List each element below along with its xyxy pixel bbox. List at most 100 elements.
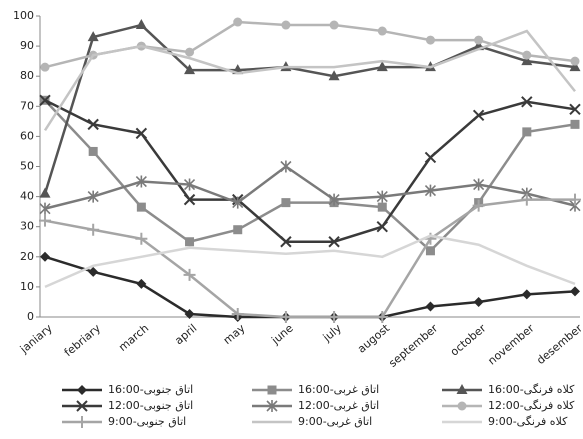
marker — [136, 278, 147, 289]
series-line — [43, 29, 576, 132]
series-line — [44, 99, 576, 243]
marker — [280, 236, 292, 248]
y-tick-label: 50 — [20, 160, 34, 173]
legend-label: اتاق غربی-9:00 — [298, 415, 372, 428]
marker — [425, 301, 436, 312]
marker — [76, 416, 88, 428]
marker — [522, 50, 532, 60]
y-tick-label: 100 — [13, 9, 34, 22]
marker — [267, 385, 277, 395]
series — [39, 19, 581, 198]
marker — [135, 127, 148, 140]
legend-label: کلاه فرنگی-9:00 — [488, 415, 568, 428]
marker — [456, 384, 468, 394]
y-tick-label: 10 — [20, 280, 34, 293]
x-tick-label: febriary — [62, 321, 104, 359]
legend-label: کلاه فرنگی-16:00 — [488, 383, 575, 396]
marker — [473, 296, 484, 307]
marker — [279, 311, 292, 323]
marker — [183, 193, 196, 206]
x-tick-label: october — [448, 321, 489, 358]
marker — [472, 109, 485, 122]
marker — [425, 35, 435, 45]
marker — [570, 119, 580, 129]
series — [39, 94, 581, 248]
marker — [474, 35, 484, 45]
y-tick-label: 40 — [20, 190, 34, 203]
marker — [457, 401, 467, 411]
marker — [183, 178, 196, 191]
marker — [135, 175, 147, 188]
marker — [569, 103, 581, 116]
series — [40, 251, 580, 322]
marker — [232, 196, 244, 209]
marker — [39, 202, 51, 215]
marker — [87, 118, 99, 131]
marker — [377, 26, 387, 36]
series — [43, 29, 576, 132]
marker — [329, 20, 339, 30]
marker — [376, 220, 388, 233]
marker — [328, 193, 340, 206]
marker — [233, 17, 243, 27]
marker — [184, 64, 196, 75]
legend-label: اتاق جنوبی-9:00 — [108, 415, 186, 428]
marker — [40, 62, 50, 72]
marker — [280, 160, 292, 173]
marker — [40, 251, 50, 262]
marker — [522, 127, 532, 137]
x-tick-label: desember — [534, 321, 583, 367]
y-tick-label: 70 — [20, 99, 34, 112]
x-tick-label: september — [386, 321, 440, 370]
x-tick-label: november — [485, 321, 537, 367]
x-tick-label: july — [320, 321, 345, 345]
marker — [521, 55, 533, 66]
marker — [39, 187, 51, 198]
marker — [87, 190, 99, 203]
series — [40, 95, 580, 256]
x-tick-label: may — [221, 321, 248, 347]
legend-label: کلاه فرنگی-12:00 — [488, 399, 575, 412]
marker — [377, 202, 387, 212]
marker — [473, 178, 485, 191]
series-line — [43, 23, 576, 194]
marker — [184, 308, 195, 319]
marker — [76, 400, 88, 412]
marker — [570, 56, 580, 66]
marker — [521, 96, 533, 108]
legend-label: اتاق جنوبی-12:00 — [108, 399, 193, 412]
series — [39, 193, 581, 323]
series-line — [44, 255, 576, 319]
y-tick-label: 80 — [20, 69, 34, 82]
marker — [376, 61, 388, 72]
marker — [88, 146, 98, 156]
marker — [521, 289, 532, 300]
marker — [328, 236, 340, 248]
legend-label: اتاق جنوبی-16:00 — [108, 383, 193, 396]
series-line — [44, 198, 575, 319]
marker — [472, 199, 485, 212]
marker — [281, 198, 291, 208]
y-tick-label: 90 — [20, 39, 34, 52]
x-tick-label: janiary — [17, 321, 55, 356]
marker — [570, 286, 580, 297]
marker — [185, 47, 195, 57]
x-tick-label: june — [268, 321, 296, 347]
series-line — [44, 164, 576, 210]
marker — [376, 311, 389, 323]
marker — [569, 61, 581, 72]
marker — [135, 232, 148, 245]
marker — [183, 268, 196, 281]
marker — [135, 19, 147, 30]
marker — [328, 70, 340, 81]
marker — [281, 20, 291, 30]
marker — [266, 400, 278, 412]
marker — [39, 94, 51, 106]
marker — [87, 223, 100, 236]
y-tick-label: 0 — [27, 310, 34, 323]
marker — [136, 202, 146, 212]
y-tick-label: 60 — [20, 129, 34, 142]
marker — [231, 307, 244, 320]
series — [40, 17, 580, 72]
